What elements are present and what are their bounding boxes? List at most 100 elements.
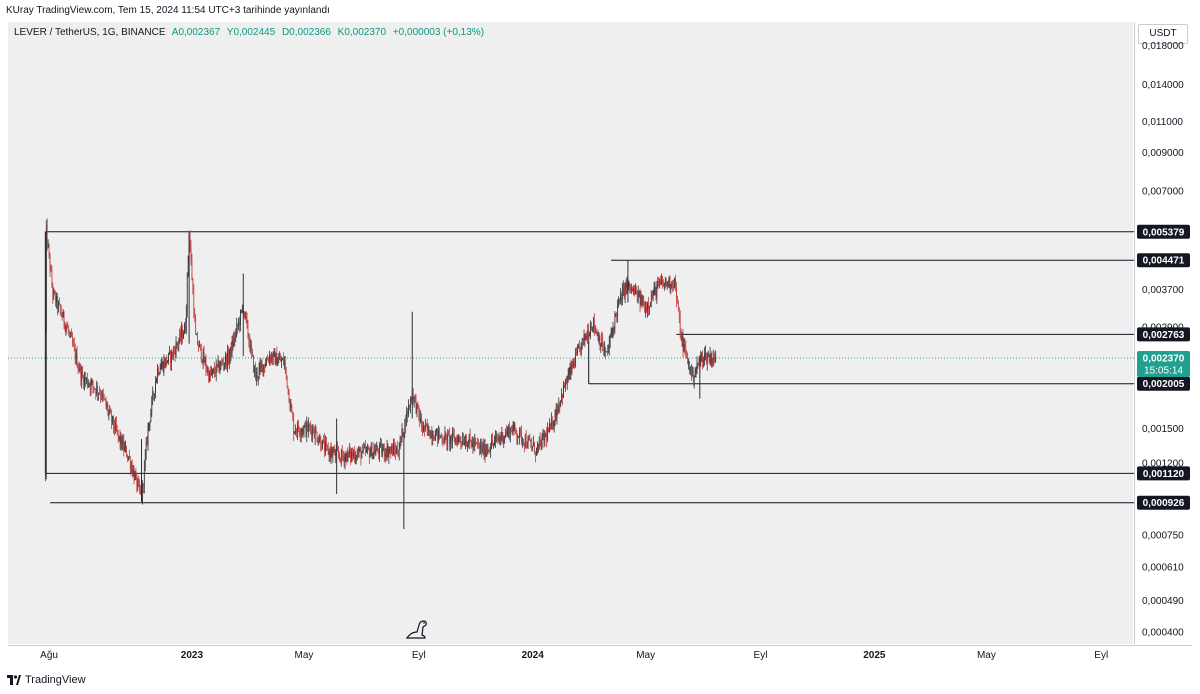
candle-body: [674, 277, 675, 288]
candle: [571, 361, 573, 376]
candle-body: [303, 426, 305, 433]
candle-body: [263, 364, 265, 373]
candle: [50, 264, 52, 272]
candle-body: [456, 439, 458, 445]
candle: [714, 352, 716, 363]
candle-body: [408, 404, 409, 416]
candle-body: [488, 449, 490, 451]
y-tick-label: 0,000750: [1142, 531, 1184, 542]
candle: [352, 447, 353, 462]
candle: [662, 275, 663, 289]
candle-body: [117, 430, 119, 436]
candle-body: [416, 403, 418, 413]
y-tick-label: 0,000490: [1142, 596, 1184, 607]
candle-body: [112, 416, 113, 422]
currency-button[interactable]: USDT: [1138, 24, 1188, 44]
y-tick-label: 0,001200: [1142, 458, 1184, 469]
candle-body: [474, 440, 476, 446]
price-level-label[interactable]: 0,002005: [1137, 376, 1190, 391]
candle-body: [150, 412, 152, 423]
candle-body: [230, 347, 232, 355]
candle-body: [450, 435, 451, 444]
footer-brand[interactable]: TradingView: [7, 674, 86, 686]
candle-body: [571, 361, 573, 374]
candle-body: [156, 378, 157, 383]
candle-body: [706, 356, 708, 363]
candle: [59, 303, 61, 316]
candle: [509, 427, 511, 443]
candle: [370, 442, 372, 457]
candle: [154, 393, 155, 402]
candle: [423, 425, 425, 437]
candle-body: [564, 385, 565, 388]
candle-body: [340, 457, 341, 462]
candle-body: [389, 449, 391, 452]
candle-body: [431, 431, 433, 440]
price-level-label[interactable]: 0,000926: [1137, 495, 1190, 510]
candle: [96, 380, 98, 397]
candle-body: [293, 418, 295, 434]
candle-body: [457, 437, 459, 445]
price-level-label[interactable]: 0,004471: [1137, 253, 1190, 268]
candle: [706, 352, 708, 371]
candle: [217, 355, 219, 368]
candle-body: [614, 315, 616, 330]
candle-body: [341, 450, 343, 457]
candle: [167, 360, 169, 364]
candle: [72, 338, 74, 347]
candle-body: [248, 336, 250, 342]
candle: [257, 376, 259, 386]
candle-body: [640, 295, 642, 305]
candle-body: [143, 464, 145, 486]
candle: [567, 368, 569, 383]
candle-body: [444, 433, 446, 443]
candle: [321, 441, 323, 451]
candle: [244, 311, 246, 320]
candle-body: [545, 433, 547, 436]
candle-body: [256, 372, 257, 379]
candle: [545, 432, 547, 438]
candle-body: [398, 449, 400, 457]
candle: [501, 426, 503, 442]
candle-body: [78, 367, 80, 370]
candle-body: [202, 352, 204, 363]
candle-body: [343, 456, 345, 463]
candle: [405, 414, 407, 434]
candle-body: [175, 342, 177, 355]
candle-body: [672, 281, 674, 286]
symbol-legend[interactable]: LEVER / TetherUS, 1G, BINANCE A0,002367 …: [14, 27, 488, 38]
candle-body: [382, 449, 383, 454]
candle-body: [649, 303, 651, 307]
candle: [308, 417, 310, 438]
price-level-label[interactable]: 0,005379: [1137, 224, 1190, 239]
candle-body: [103, 395, 105, 399]
candle: [554, 409, 556, 427]
candle: [60, 304, 62, 317]
candle-body: [692, 369, 694, 382]
candle-body: [46, 225, 48, 246]
candle: [328, 448, 330, 462]
candle: [261, 358, 263, 373]
price-level-label[interactable]: 0,002763: [1137, 327, 1190, 342]
candle-body: [273, 352, 275, 353]
candle: [574, 357, 576, 370]
candle: [402, 428, 404, 438]
candle: [487, 443, 489, 455]
candle-body: [653, 287, 655, 295]
candle: [580, 342, 582, 357]
candle: [415, 393, 417, 415]
candle-body: [221, 362, 223, 363]
candle-body: [45, 474, 46, 477]
candle-body: [468, 435, 470, 443]
candle: [689, 360, 690, 375]
candle: [152, 386, 154, 406]
candle-body: [333, 449, 335, 452]
candle-body: [325, 442, 326, 452]
symbol-name[interactable]: LEVER / TetherUS, 1G, BINANCE: [14, 27, 166, 38]
time-axis[interactable]: [8, 645, 1192, 666]
price-level-label[interactable]: 0,001120: [1137, 466, 1190, 481]
candle: [553, 419, 555, 433]
candle-body: [465, 440, 466, 444]
